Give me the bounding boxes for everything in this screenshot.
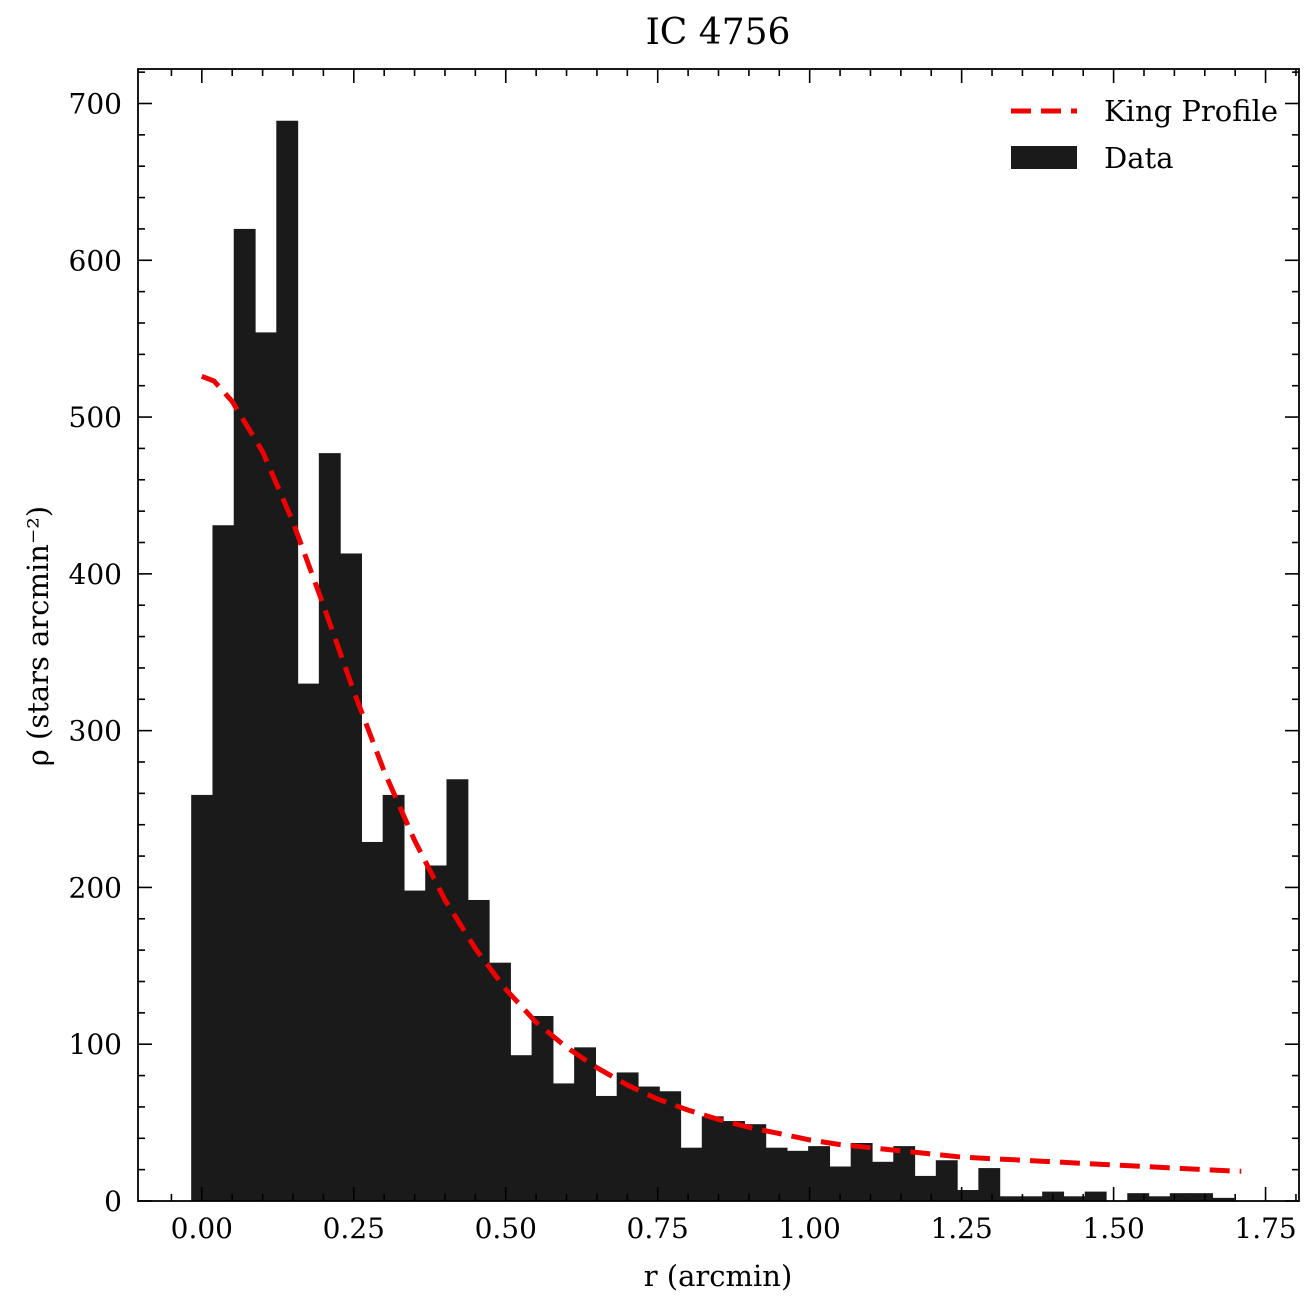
legend-data-swatch xyxy=(1011,146,1077,169)
histogram-bar xyxy=(403,890,426,1201)
histogram-bar xyxy=(467,899,490,1201)
king-profile-line xyxy=(200,373,1242,1174)
axis-ticks xyxy=(138,69,1299,1202)
histogram-bar xyxy=(1191,1193,1213,1201)
x-tick-label: 0.50 xyxy=(475,1212,537,1245)
x-tick-label: 1.75 xyxy=(1234,1212,1296,1245)
histogram-bar xyxy=(957,1190,979,1201)
x-tick-label: 0.00 xyxy=(171,1212,233,1245)
x-tick-label: 1.25 xyxy=(930,1212,992,1245)
histogram-bar xyxy=(595,1095,618,1201)
x-tick-label: 0.75 xyxy=(627,1212,689,1245)
legend-king-profile-label: King Profile xyxy=(1104,94,1278,128)
histogram-bar xyxy=(914,1175,937,1201)
histogram-bar xyxy=(1148,1196,1171,1201)
king-profile-series xyxy=(200,373,1242,1174)
histogram-bar xyxy=(425,865,448,1201)
x-tick-label: 0.25 xyxy=(323,1212,385,1245)
histogram-bar xyxy=(1212,1197,1235,1201)
y-tick-labels: 0 100 200 300 400 500 600 700 xyxy=(69,87,122,1218)
y-tick-label: 0 xyxy=(104,1185,122,1218)
histogram-bar xyxy=(786,1150,809,1201)
histogram-bar xyxy=(765,1147,788,1201)
histogram-bar xyxy=(255,332,277,1201)
histogram-bar xyxy=(382,794,405,1201)
histogram-bar xyxy=(978,1168,1001,1201)
y-tick-label: 300 xyxy=(69,715,122,748)
histogram-bars xyxy=(191,120,1235,1202)
histogram-bar xyxy=(318,453,341,1201)
histogram-bar xyxy=(999,1196,1022,1201)
legend-data-label: Data xyxy=(1104,141,1173,175)
histogram-bar xyxy=(616,1072,639,1201)
histogram-bar xyxy=(574,1047,597,1201)
histogram-bar xyxy=(340,553,362,1201)
histogram-bar xyxy=(361,841,384,1201)
histogram-bar xyxy=(871,1161,894,1201)
y-tick-label: 100 xyxy=(69,1028,122,1061)
histogram-bar xyxy=(1084,1191,1107,1201)
histogram-bar xyxy=(489,962,511,1201)
histogram-bar xyxy=(935,1160,958,1201)
histogram-bar xyxy=(510,1055,533,1201)
histogram-bar xyxy=(531,1015,554,1201)
x-tick-labels: 0.00 0.25 0.50 0.75 1.00 1.25 1.50 1.75 xyxy=(171,1212,1297,1245)
histogram-bar xyxy=(191,794,214,1201)
histogram-bar xyxy=(850,1142,873,1201)
histogram-bar xyxy=(552,1083,575,1201)
histogram-bar xyxy=(829,1166,852,1201)
chart-title: IC 4756 xyxy=(646,12,791,53)
histogram-bar xyxy=(659,1091,682,1201)
histogram-bar xyxy=(744,1124,767,1201)
histogram-bar xyxy=(723,1121,745,1201)
histogram-bar xyxy=(1169,1193,1192,1201)
x-tick-label: 1.00 xyxy=(779,1212,841,1245)
x-tick-label: 1.50 xyxy=(1082,1212,1144,1245)
histogram-bar xyxy=(297,683,320,1201)
y-tick-label: 200 xyxy=(69,871,122,904)
histogram-bar xyxy=(1020,1196,1043,1201)
y-tick-label: 500 xyxy=(69,401,122,434)
y-axis-label: ρ (stars arcmin⁻²) xyxy=(21,506,55,766)
histogram-bar xyxy=(1063,1196,1086,1201)
histogram-bar xyxy=(276,120,299,1201)
y-tick-label: 600 xyxy=(69,244,122,277)
x-axis-label: r (arcmin) xyxy=(644,1259,793,1293)
histogram-bar xyxy=(808,1146,831,1201)
histogram-bar xyxy=(680,1147,703,1201)
histogram-bar xyxy=(701,1116,724,1201)
histogram-bar xyxy=(212,525,235,1201)
histogram-bar xyxy=(233,228,256,1202)
y-tick-label: 400 xyxy=(69,558,122,591)
histogram-bar xyxy=(893,1146,916,1201)
y-tick-label: 700 xyxy=(69,87,122,120)
histogram-bar xyxy=(1127,1193,1150,1201)
histogram-bar xyxy=(637,1086,660,1201)
histogram-bar xyxy=(446,779,469,1201)
legend: King Profile Data xyxy=(1011,94,1278,175)
